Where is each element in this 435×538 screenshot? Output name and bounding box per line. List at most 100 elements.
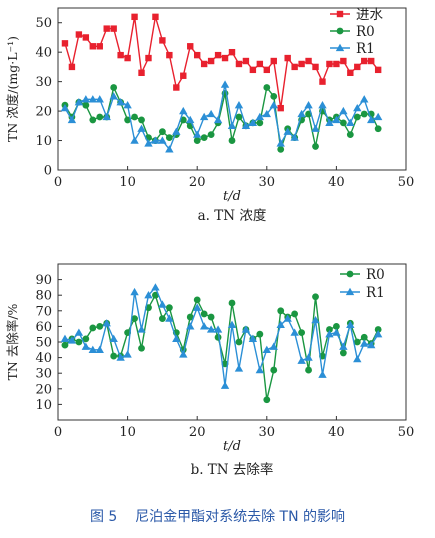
chartb-data-point-1: [116, 353, 125, 361]
chartb-data-point-1: [102, 319, 111, 327]
chartb-x-tick-label: 0: [54, 425, 62, 440]
chartb-data-point-1: [60, 334, 70, 343]
charta-data-point-1: [277, 145, 285, 153]
charta-series-line-0: [64, 16, 379, 109]
chartb-legend-label-0: R0: [366, 267, 385, 283]
charta-subcaption: a. TN 浓度: [198, 208, 267, 224]
charta-data-point-1: [346, 131, 354, 139]
charta-data-point-2: [123, 101, 132, 109]
chartb-data-point-1: [234, 364, 244, 372]
charta-data-point-1: [89, 116, 97, 124]
charta-data-point-1: [360, 110, 368, 118]
chartb-data-point-1: [67, 336, 77, 344]
chartb-data-point-1: [172, 334, 181, 343]
figure-caption-text: 尼泊金甲酯对系统去除 TN 的影响: [135, 509, 346, 525]
chartb-data-point-1: [199, 322, 209, 330]
chartb-y-tick-label: 30: [35, 367, 52, 382]
chartb-data-point-1: [220, 381, 230, 389]
charta-data-point-0: [221, 54, 229, 62]
charta-x-tick-label: 0: [54, 175, 62, 190]
charta-data-point-0: [214, 51, 222, 59]
charta-data-point-2: [339, 106, 348, 115]
chartb-data-point-1: [367, 340, 376, 349]
charta-x-tick-label: 30: [259, 175, 276, 190]
chartb-data-point-1: [88, 345, 97, 353]
chartb-data-point-1: [74, 328, 84, 336]
chartb-data-point-1: [227, 320, 237, 328]
charta-data-point-2: [199, 112, 209, 121]
chartb-data-point-1: [269, 342, 278, 350]
chartb-y-axis-label: TN 去除率/%: [5, 303, 20, 380]
charta-data-point-2: [373, 112, 383, 121]
charta-data-point-0: [145, 54, 152, 62]
chartb-data-point-1: [346, 320, 355, 328]
charta-data-point-1: [159, 128, 166, 136]
charta-data-point-2: [60, 103, 70, 112]
charta-data-point-2: [283, 127, 292, 135]
chartb-data-point-0: [96, 323, 104, 330]
chartb-data-point-1: [248, 334, 258, 343]
chartb-legend-label-1: R1: [366, 285, 385, 301]
chartb-data-point-0: [353, 338, 361, 346]
charta-data-point-0: [242, 57, 250, 65]
charta-data-point-0: [124, 54, 131, 62]
charta-data-point-0: [228, 48, 236, 56]
charta-data-point-0: [200, 60, 208, 68]
charta-legend-label-0: 进水: [356, 7, 383, 23]
chartb-data-point-0: [277, 307, 285, 315]
chartb-data-point-0: [89, 324, 97, 332]
chartb-data-point-0: [312, 293, 319, 301]
chartb-data-point-1: [276, 320, 285, 328]
charta-data-point-0: [361, 57, 368, 65]
charta-data-point-0: [159, 37, 166, 44]
chartb-data-point-1: [283, 314, 292, 322]
chartb-data-point-0: [228, 299, 236, 307]
charta-y-tick-label: 50: [35, 16, 52, 31]
charta-data-point-1: [256, 119, 264, 127]
charta-data-point-1: [228, 137, 236, 144]
charta-data-point-2: [353, 103, 362, 112]
charta-data-point-0: [249, 66, 257, 74]
charta-y-tick-label: 10: [35, 134, 52, 149]
charta-data-point-0: [354, 63, 361, 71]
charta-x-tick-label: 10: [119, 175, 136, 190]
chartb-data-point-1: [241, 325, 251, 333]
chartb-data-point-1: [262, 345, 271, 353]
chartb-data-point-1: [360, 339, 369, 347]
charta-data-point-2: [193, 130, 202, 138]
charta-data-point-2: [206, 109, 216, 118]
chartb-x-tick-label: 40: [328, 425, 345, 440]
charta-data-point-2: [318, 101, 327, 109]
charta-data-point-2: [81, 95, 91, 103]
charta-y-axis-label: TN 浓度/(mg·L⁻¹): [5, 36, 20, 142]
charta-legend-marker-2: [335, 43, 345, 52]
chartb-y-tick-label: 60: [35, 320, 52, 335]
chartb-data-point-1: [297, 356, 306, 364]
chartb-data-point-0: [207, 313, 215, 321]
charta-data-point-2: [227, 121, 237, 129]
chartb-data-point-0: [333, 323, 340, 330]
chartb-legend-marker-1: [345, 287, 355, 296]
chartb-series-line-1: [64, 286, 379, 386]
charta-data-point-0: [138, 69, 145, 76]
charta-data-point-0: [298, 60, 305, 68]
charta-data-point-1: [138, 116, 145, 124]
charta-y-tick-label: 0: [44, 164, 52, 179]
charta-data-point-2: [360, 95, 369, 103]
chartb-data-point-1: [290, 328, 299, 336]
chartb-data-point-1: [137, 325, 146, 333]
charta-data-point-2: [67, 115, 77, 124]
charta-data-point-2: [290, 133, 299, 141]
charta-data-point-1: [207, 131, 215, 139]
charta-data-point-0: [374, 66, 382, 74]
charta-data-point-0: [277, 104, 284, 112]
chartb-data-point-1: [95, 345, 104, 353]
chartb-data-point-0: [270, 366, 278, 374]
chartb-data-point-0: [298, 329, 305, 337]
charta-data-point-1: [131, 113, 138, 121]
chartb-data-point-0: [110, 352, 118, 360]
charta-data-point-0: [96, 43, 103, 50]
charta-data-point-1: [124, 116, 131, 124]
